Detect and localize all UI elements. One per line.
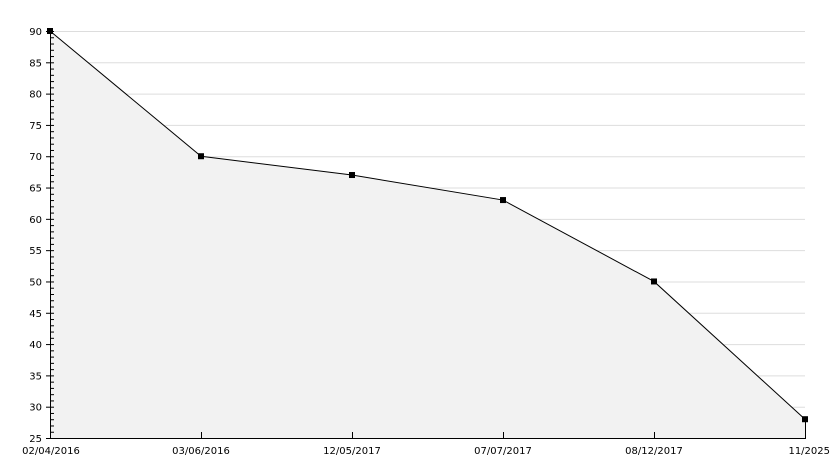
y-tick-label: 40 — [29, 340, 42, 351]
y-tick-label: 50 — [29, 277, 42, 288]
data-point — [500, 197, 506, 204]
y-tick-label: 35 — [29, 371, 42, 382]
data-point-marker — [198, 153, 204, 160]
y-tick-label: 60 — [29, 215, 42, 226]
data-point-marker — [47, 28, 53, 34]
data-point — [349, 172, 355, 179]
series-line — [49, 30, 806, 420]
y-tick-label: 85 — [29, 58, 42, 69]
data-point-marker — [651, 278, 657, 285]
data-point — [802, 416, 808, 423]
data-point-marker — [349, 172, 355, 179]
x-tick-label: 02/04/2016 — [22, 446, 80, 457]
data-point — [47, 28, 53, 34]
x-tick-label: 12/05/2017 — [323, 446, 381, 457]
y-tick-label: 75 — [29, 121, 42, 132]
y-tick-label: 65 — [29, 184, 42, 195]
y-tick-label: 45 — [29, 309, 42, 320]
data-point-marker — [802, 416, 808, 423]
data-point — [198, 153, 204, 160]
area-fill — [50, 31, 805, 438]
data-point — [651, 278, 657, 285]
x-tick-label: 03/06/2016 — [172, 446, 230, 457]
x-tick-label: 11/2025 — [788, 446, 830, 457]
y-tick-label: 25 — [29, 434, 42, 445]
x-tick-label: 08/12/2017 — [625, 446, 683, 457]
x-tick-label: 07/07/2017 — [474, 446, 532, 457]
y-tick-label: 55 — [29, 246, 42, 257]
y-tick-label: 70 — [29, 152, 42, 163]
y-tick-label: 90 — [29, 27, 42, 38]
y-tick-label: 80 — [29, 90, 42, 101]
y-tick-label: 30 — [29, 403, 42, 414]
data-point-marker — [500, 197, 506, 204]
